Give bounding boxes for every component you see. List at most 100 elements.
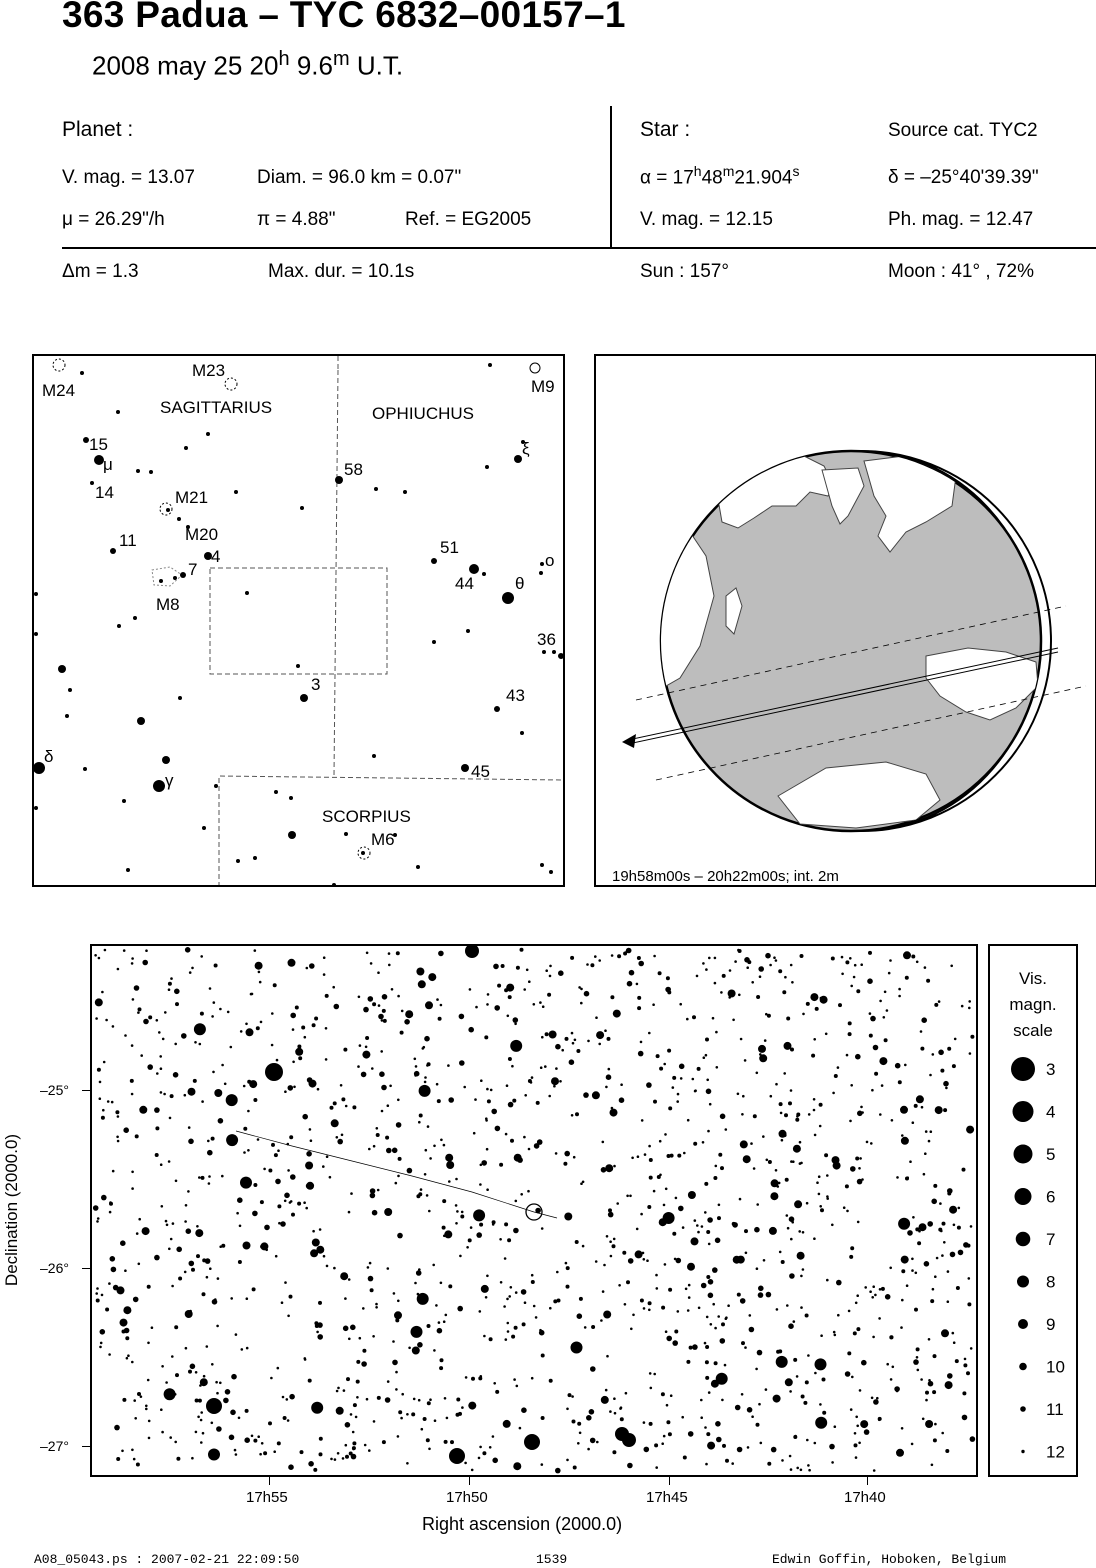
field-star xyxy=(425,1438,430,1443)
xtick-label: 17h40 xyxy=(844,1489,886,1506)
field-star xyxy=(676,1310,680,1313)
field-star xyxy=(395,1370,398,1374)
field-star xyxy=(911,954,916,959)
field-star xyxy=(707,1441,716,1450)
field-star xyxy=(116,1139,120,1143)
field-star xyxy=(603,1310,612,1319)
field-star xyxy=(872,1335,875,1339)
field-star xyxy=(605,1074,612,1080)
field-star xyxy=(721,1322,725,1327)
field-star xyxy=(124,1269,127,1272)
ra-seconds: 21.904 xyxy=(734,167,793,189)
field-star xyxy=(954,1359,959,1364)
field-star xyxy=(770,1446,777,1453)
legend-dot xyxy=(1014,1188,1032,1205)
field-star xyxy=(949,1251,956,1258)
field-star xyxy=(123,1127,129,1133)
field-star xyxy=(344,1104,348,1108)
field-star xyxy=(667,990,672,995)
legend-magnitude-label: 11 xyxy=(1046,1400,1064,1419)
field-star xyxy=(790,1047,794,1052)
field-star xyxy=(167,981,172,986)
finder-star xyxy=(296,664,300,668)
field-star xyxy=(488,1446,492,1449)
finder-star xyxy=(116,410,120,414)
field-star xyxy=(700,1225,704,1228)
field-star xyxy=(137,1011,140,1014)
finder-star xyxy=(173,576,177,580)
field-star xyxy=(314,1321,319,1326)
field-star xyxy=(831,1461,834,1464)
field-star xyxy=(596,1440,599,1444)
field-star xyxy=(874,1071,879,1076)
finder-star xyxy=(83,437,89,443)
field-star xyxy=(870,1015,876,1022)
field-star xyxy=(765,1012,768,1016)
field-star xyxy=(165,1381,168,1384)
field-star xyxy=(767,1160,772,1164)
field-star xyxy=(242,1084,246,1088)
field-star xyxy=(356,1359,361,1364)
field-star xyxy=(805,1001,810,1006)
field-star xyxy=(595,1016,598,1019)
chart-field-rectangle xyxy=(209,567,388,675)
field-star xyxy=(824,1153,829,1158)
field-star xyxy=(291,1212,295,1217)
field-star xyxy=(784,975,787,979)
field-star xyxy=(609,1254,613,1258)
field-star xyxy=(548,1378,553,1383)
field-star xyxy=(795,1375,799,1378)
field-star xyxy=(539,1328,542,1332)
field-star xyxy=(860,1105,863,1109)
legend-dot xyxy=(1018,1319,1028,1329)
field-star xyxy=(818,1102,823,1107)
field-star xyxy=(314,1402,320,1409)
field-star xyxy=(635,982,639,986)
field-star xyxy=(183,1270,187,1274)
m8-nebula-outline xyxy=(151,566,183,587)
field-star xyxy=(406,1413,409,1416)
field-star xyxy=(259,1452,262,1456)
finder-star xyxy=(110,548,116,554)
finder-star xyxy=(83,767,87,771)
field-star xyxy=(913,1103,918,1108)
field-star xyxy=(414,1065,418,1068)
field-star xyxy=(417,1342,423,1348)
earth-map-svg: 19h58m00s – 20h22m00s; int. 2m xyxy=(612,449,1087,885)
field-star xyxy=(416,1194,421,1199)
field-star xyxy=(418,1113,423,1118)
magnitude-drop: Δm = 1.3 xyxy=(62,261,139,282)
field-star xyxy=(961,1167,966,1172)
field-stars xyxy=(92,944,976,1521)
field-star xyxy=(317,1334,323,1340)
field-star xyxy=(380,1109,384,1113)
field-star xyxy=(349,1413,353,1416)
field-star xyxy=(226,1010,230,1014)
field-star xyxy=(656,1175,661,1179)
field-star xyxy=(406,1462,409,1465)
finder-star xyxy=(482,572,486,576)
field-star xyxy=(523,988,526,991)
field-star xyxy=(847,1351,852,1356)
field-star xyxy=(366,1266,370,1269)
field-star xyxy=(250,1434,254,1438)
field-star xyxy=(775,1355,788,1368)
field-star xyxy=(365,1036,370,1040)
label-m6: M6 xyxy=(371,830,395,849)
field-star xyxy=(475,1005,478,1009)
label-3: 3 xyxy=(311,675,320,694)
field-star xyxy=(401,1392,405,1396)
field-star xyxy=(99,1341,103,1345)
field-star xyxy=(397,1156,402,1161)
field-star xyxy=(513,1325,518,1330)
field-star xyxy=(216,1324,219,1328)
field-star xyxy=(479,1183,482,1186)
field-star xyxy=(130,1092,134,1096)
field-star xyxy=(251,1287,256,1292)
bright-star xyxy=(265,1063,283,1081)
finder-star xyxy=(90,481,94,485)
finder-star xyxy=(202,826,206,830)
field-star xyxy=(863,1429,870,1435)
field-star xyxy=(481,1160,488,1166)
field-star xyxy=(519,947,524,952)
